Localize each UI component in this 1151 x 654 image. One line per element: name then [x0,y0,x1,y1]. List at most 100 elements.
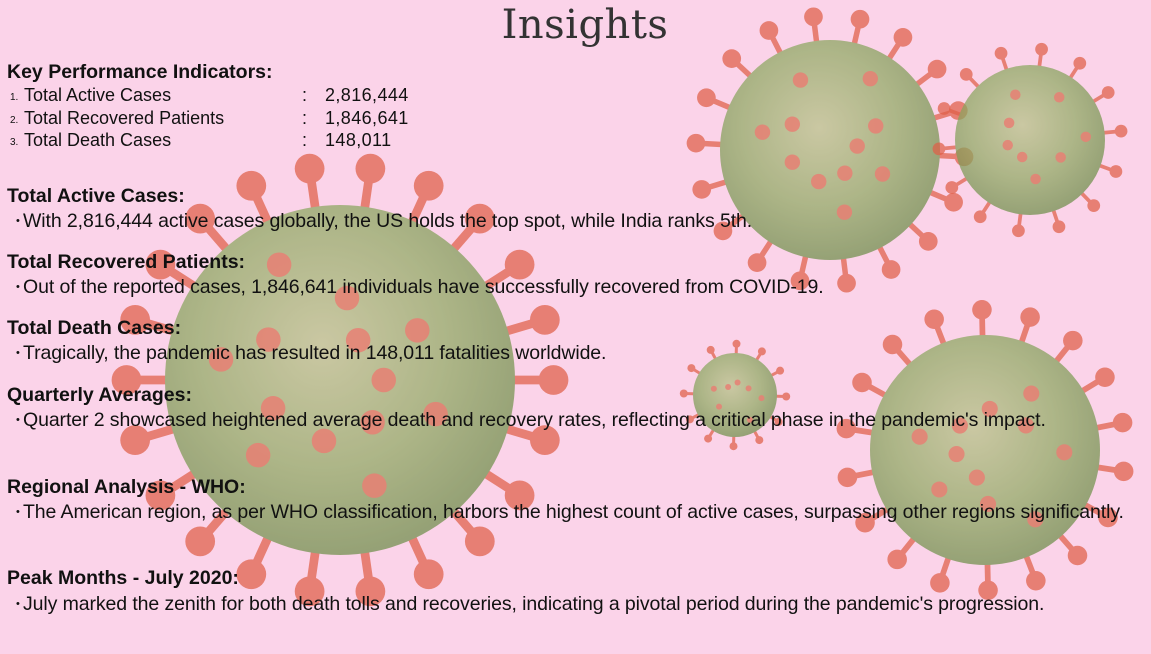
virus-surface-protein [792,72,809,88]
virus-surface-protein [1053,92,1065,103]
bullet-icon: • [16,414,20,426]
virus-surface-protein [405,318,430,343]
kpi-label: Total Active Cases [24,85,172,105]
virus-spike-tip [687,364,696,373]
virus-body [693,353,777,437]
virus-spike-tip [927,59,947,79]
section-text-quarterly: Quarter 2 showcased heightened average d… [23,409,1046,431]
kpi-heading: Key Performance Indicators: [7,61,273,83]
virus-body [720,40,940,260]
virus-spike-tip [679,389,688,398]
virus-surface-protein [311,428,337,454]
virus-surface-protein [334,285,360,311]
virus-spike-tip [294,576,325,607]
virus-surface-protein [256,327,281,352]
virus-surface-protein [371,367,396,393]
virus-spike-tip [504,480,535,511]
virus-spike-tip [706,345,715,354]
virus-surface-protein [245,442,271,468]
virus-surface-protein [1030,173,1041,185]
page-title: Insights [501,2,669,48]
virus-spike-tip [722,49,742,68]
kpi-item-active: 1. Total Active Cases : 2,816,444 [10,85,510,108]
section-heading-regional: Regional Analysis - WHO: [7,476,246,498]
virus-surface-protein [362,473,387,498]
virus-surface-protein [360,410,385,435]
virus-particle [686,7,974,293]
virus-surface-protein [868,118,884,134]
virus-surface-protein [968,469,985,486]
virus-surface-protein [758,395,765,402]
virus-spike-tip [185,526,216,557]
virus-spike-tip [882,334,903,355]
virus-spike-tip [774,417,783,426]
virus-spike-tip [704,434,713,443]
virus-spike-tip [755,436,764,445]
virus-spike-tip [759,21,779,40]
virus-spike-tip [782,392,791,401]
virus-spike-tip [747,253,767,273]
virus-spike-tip [893,27,913,47]
bullet-icon: • [16,598,20,610]
virus-surface-protein [836,204,853,220]
section-heading-quarterly: Quarterly Averages: [7,384,192,406]
virus-spike-tip [776,366,785,375]
kpi-number: 2. [10,114,19,126]
virus-surface-protein [784,116,801,132]
virus-surface-protein [260,396,286,421]
virus-spike-tip [1113,461,1134,482]
virus-spike-tip [504,249,535,280]
section-heading-recovered: Total Recovered Patients: [7,251,246,273]
virus-surface-protein [754,124,771,140]
section-heading-deaths: Total Death Cases: [7,317,182,339]
bullet-icon: • [16,347,20,359]
virus-surface-protein [874,166,891,182]
virus-spike-tip [185,203,216,234]
virus-spike-tip [529,304,560,335]
virus-spike-tip [413,170,444,201]
virus-spike-tip [729,442,738,451]
virus-spike-tip [685,415,694,424]
virus-spike-tip [145,249,176,280]
virus-spike-tip [1035,42,1048,56]
virus-surface-protein [837,165,853,181]
virus-spike-tip [120,304,151,335]
virus-surface-protein [862,70,879,87]
virus-spike-tip [930,573,950,593]
virus-spike-tip [1087,199,1101,213]
section-text-peak-months: July marked the zenith for both death to… [23,593,1045,615]
virus-spike-tip [1109,165,1123,178]
virus-spike-tip [464,203,495,234]
virus-spike-tip [837,273,856,293]
virus-body [955,65,1105,215]
virus-surface-protein [849,138,865,154]
virus-spike-tip [538,365,569,395]
virus-spike-tip [111,365,142,395]
kpi-number: 3. [10,137,19,148]
virus-spike-tip [959,67,973,81]
virus-spike-tip [945,181,959,194]
virus-spike-tip [887,549,907,570]
virus-spike-tip [1098,507,1118,528]
virus-spike-tip [686,133,706,153]
section-text-recovered: Out of the reported cases, 1,846,641 ind… [23,276,824,298]
virus-surface-protein [746,416,753,423]
virus-particle [932,42,1128,238]
virus-surface-protein [345,327,371,353]
kpi-item-deaths: 3. Total Death Cases : 148,011 [10,130,510,153]
kpi-colon: : [302,130,308,150]
virus-spike-tip [1095,367,1115,388]
virus-spike-tip [972,299,992,320]
virus-spike-tip [1026,570,1046,591]
virus-spike-tip [837,467,858,488]
virus-surface-protein [716,403,723,410]
virus-surface-protein [734,379,741,386]
section-text-deaths: Tragically, the pandemic has resulted in… [23,342,607,364]
virus-body [165,205,515,555]
kpi-value: 148,011 [325,130,392,150]
virus-surface-protein [951,417,968,434]
virus-spike-tip [932,142,946,156]
virus-surface-protein [1010,89,1021,100]
virus-spike-tip [145,480,176,511]
